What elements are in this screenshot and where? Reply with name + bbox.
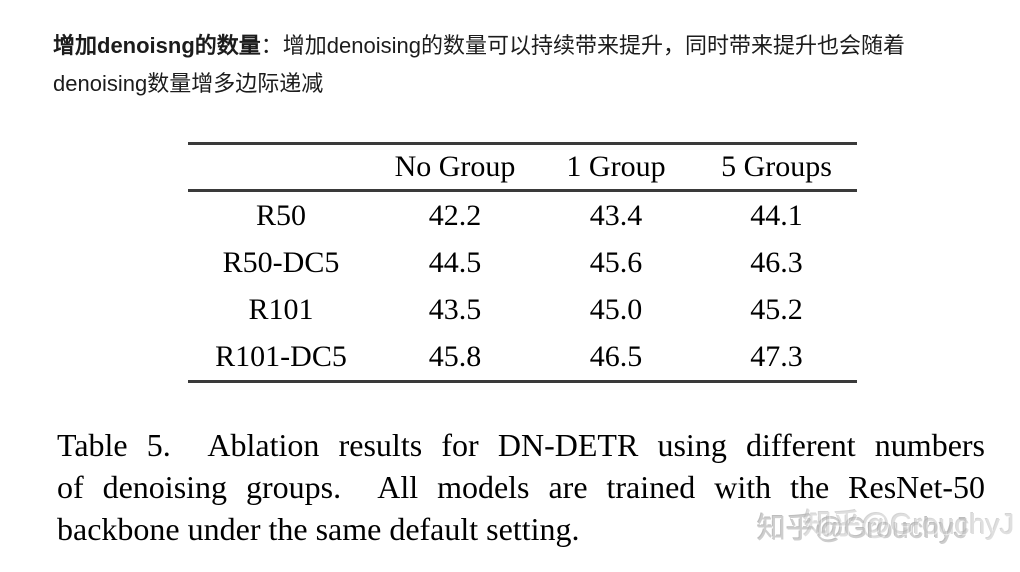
table-cell: 42.2 [428,198,482,232]
table-cell: 43.4 [589,198,643,232]
column-header-no-group: No Group [394,150,516,183]
row-label: R101-DC5 [215,339,347,373]
table-cell: 43.5 [428,292,482,326]
table-header-row: No Group 1 Group 5 Groups [188,145,857,189]
table-row-r50-dc5: R50-DC5 44.5 45.6 46.3 [188,239,857,286]
table-cell: 46.3 [750,245,803,279]
table-cell: 45.6 [589,245,643,279]
table-bottom-rule [188,380,857,383]
caption-line: backbone under the same default setting. [57,511,580,547]
table-row-r101: R101 43.5 45.0 45.2 [188,286,857,333]
column-header-1-group: 1 Group [566,150,666,183]
table-cell: 45.2 [750,292,803,326]
intro-colon: ： [260,33,283,58]
table-row-r50: R50 42.2 43.4 44.1 [188,192,857,239]
table-row-r101-dc5: R101-DC5 45.8 46.5 47.3 [188,333,857,380]
table-cell: 45.8 [428,339,482,373]
table-cell: 46.5 [589,339,643,373]
row-label: R50-DC5 [222,245,340,279]
table-caption: Table 5. Ablation results for DN-DETR us… [57,424,985,550]
table-cell: 45.0 [589,292,643,326]
column-header-5-groups: 5 Groups [721,150,832,183]
table-cell: 44.5 [428,245,482,279]
intro-paragraph: 增加denoisng的数量：增加denoising的数量可以持续带来提升，同时带… [53,27,933,103]
row-label: R101 [248,292,314,326]
intro-bold-lead: 增加denoisng的数量 [53,33,261,58]
table-cell: 47.3 [750,339,803,373]
table-top-rule [188,142,857,145]
results-table: No Group 1 Group 5 Groups R50 42.2 43.4 … [188,142,857,383]
intro-body-text: 增加denoising的数量可以持续带来提升，同时带来提升也会随着denoisi… [53,33,905,96]
caption-line: of denoising groups. All models are trai… [57,469,985,505]
caption-line: Table 5. Ablation results for DN-DETR us… [57,427,985,463]
table-mid-rule [188,189,857,192]
row-label: R50 [255,198,306,232]
table-cell: 44.1 [750,198,803,232]
